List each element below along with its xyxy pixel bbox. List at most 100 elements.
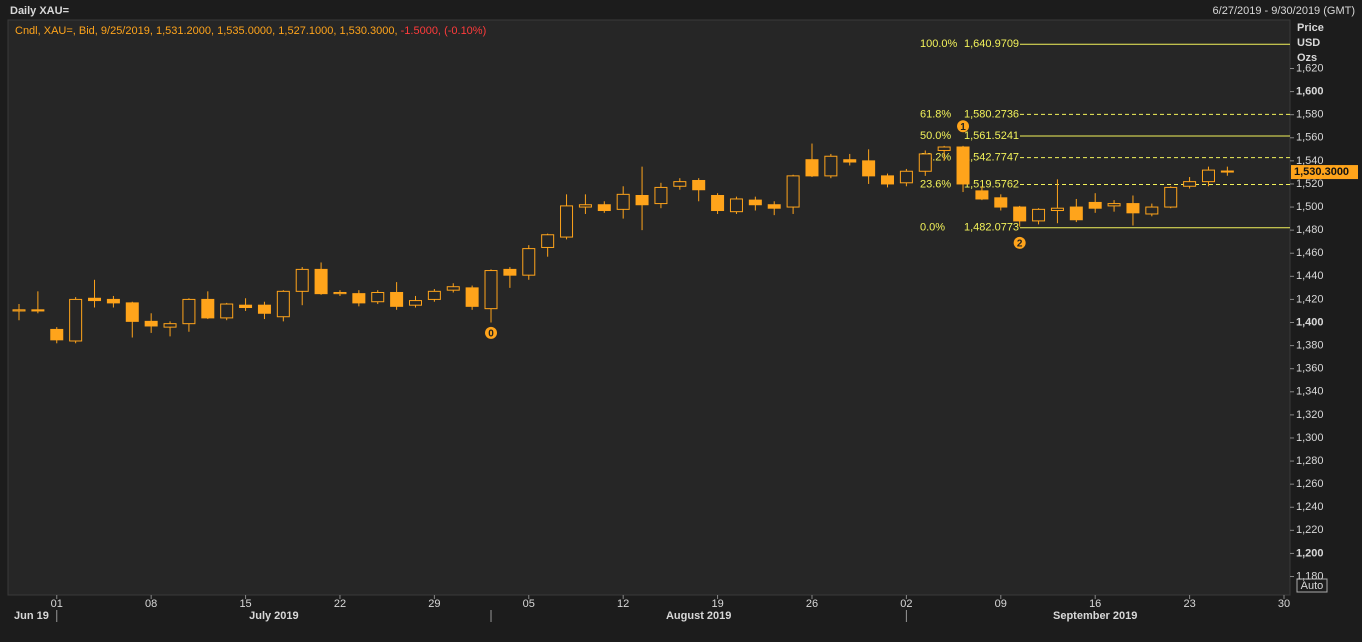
candle bbox=[578, 194, 592, 214]
candle bbox=[1126, 195, 1140, 226]
y-tick-label: 1,280 bbox=[1296, 455, 1324, 467]
auto-button[interactable] bbox=[1296, 578, 1328, 593]
x-tick-label: 30 bbox=[1278, 598, 1290, 610]
y-tick-label: 1,460 bbox=[1296, 247, 1324, 259]
candle-body bbox=[163, 323, 177, 328]
candle bbox=[1088, 193, 1102, 213]
candle-body bbox=[503, 268, 517, 276]
y-axis-title: Ozs bbox=[1297, 52, 1317, 64]
candle bbox=[276, 290, 290, 322]
candle-body bbox=[654, 186, 668, 205]
candle-body bbox=[333, 291, 347, 295]
candle bbox=[182, 298, 196, 332]
date-range: 6/27/2019 - 9/30/2019 (GMT) bbox=[1213, 5, 1355, 17]
candle-body bbox=[994, 197, 1008, 208]
x-tick-label: 09 bbox=[995, 598, 1007, 610]
month-label: September 2019 bbox=[1053, 610, 1137, 622]
annotation-marker bbox=[1013, 236, 1026, 249]
x-tick-label: 22 bbox=[334, 598, 346, 610]
candle bbox=[484, 269, 498, 323]
x-tick-label: 12 bbox=[617, 598, 629, 610]
candle-body bbox=[1069, 206, 1083, 221]
candle-body bbox=[956, 146, 970, 185]
candle bbox=[314, 262, 328, 295]
candle-body bbox=[12, 309, 26, 312]
candle-body bbox=[484, 270, 498, 310]
candle bbox=[541, 233, 555, 257]
candle-body bbox=[711, 195, 725, 212]
y-tick-label: 1,520 bbox=[1296, 178, 1324, 190]
fib-value: 1,640.9709 bbox=[964, 38, 1019, 50]
candle-body bbox=[1088, 201, 1102, 209]
candle bbox=[125, 301, 139, 338]
candle bbox=[805, 143, 819, 178]
candle bbox=[767, 201, 781, 216]
candle-body bbox=[257, 304, 271, 314]
y-tick-label: 1,200 bbox=[1296, 547, 1324, 559]
chart-title: Daily XAU= bbox=[10, 5, 69, 17]
legend: Cndl, XAU=, Bid, 9/25/2019, 1,531.2000, … bbox=[15, 25, 486, 37]
candle bbox=[465, 285, 479, 310]
candle bbox=[352, 290, 366, 307]
fib-value: 1,580.2736 bbox=[964, 108, 1019, 120]
candle bbox=[1164, 186, 1178, 209]
candle bbox=[239, 298, 253, 311]
last-price-label: 1,530.3000 bbox=[1294, 166, 1349, 178]
candle-body bbox=[805, 159, 819, 177]
candle-body bbox=[220, 303, 234, 319]
candle-body bbox=[276, 290, 290, 318]
x-tick-label: 19 bbox=[711, 598, 723, 610]
candle-body bbox=[975, 190, 989, 200]
candle-body bbox=[843, 159, 857, 163]
fib-value: 1,542.7747 bbox=[964, 152, 1019, 164]
candle bbox=[1013, 205, 1027, 227]
y-tick-label: 1,420 bbox=[1296, 293, 1324, 305]
annotation-label: 2 bbox=[1017, 238, 1023, 249]
candle-body bbox=[352, 293, 366, 304]
candle-body bbox=[31, 309, 45, 312]
candle-body bbox=[465, 287, 479, 307]
x-tick-label: 05 bbox=[523, 598, 535, 610]
fib-ratio: 23.6% bbox=[920, 178, 951, 190]
y-tick-label: 1,360 bbox=[1296, 363, 1324, 375]
candle bbox=[295, 267, 309, 306]
candle-body bbox=[427, 290, 441, 300]
y-axis-title: USD bbox=[1297, 37, 1320, 49]
candle bbox=[1107, 200, 1121, 212]
candle bbox=[1145, 203, 1159, 217]
candle bbox=[1183, 177, 1197, 189]
candle bbox=[881, 173, 895, 188]
candle bbox=[1032, 208, 1046, 225]
candle-body bbox=[446, 286, 460, 291]
x-tick-label: 29 bbox=[428, 598, 440, 610]
candle-body bbox=[1183, 181, 1197, 187]
candle bbox=[748, 196, 762, 211]
candle bbox=[408, 295, 422, 308]
candle bbox=[824, 153, 838, 179]
month-label: Jun 19 bbox=[14, 610, 49, 622]
candle bbox=[522, 245, 536, 280]
auto-button-label[interactable]: Auto bbox=[1301, 580, 1324, 592]
candle-body bbox=[1220, 170, 1234, 173]
y-tick-label: 1,220 bbox=[1296, 524, 1324, 536]
candle-body bbox=[1107, 203, 1121, 207]
candle bbox=[918, 150, 932, 176]
month-label: August 2019 bbox=[666, 610, 731, 622]
candle-body bbox=[1013, 206, 1027, 222]
y-tick-label: 1,260 bbox=[1296, 478, 1324, 490]
candle-body bbox=[824, 155, 838, 177]
candle-body bbox=[522, 248, 536, 276]
fib-ratio: 61.8% bbox=[920, 108, 951, 120]
candle bbox=[937, 145, 951, 161]
fib-value: 1,519.5762 bbox=[964, 178, 1019, 190]
candle-body bbox=[673, 181, 687, 187]
last-price-tag bbox=[1291, 165, 1358, 180]
candle-body bbox=[560, 205, 574, 238]
candle bbox=[975, 186, 989, 201]
candle-body bbox=[635, 195, 649, 206]
candle-body bbox=[239, 304, 253, 309]
candle-body bbox=[616, 193, 630, 210]
candle bbox=[729, 196, 743, 214]
y-tick-label: 1,400 bbox=[1296, 316, 1324, 328]
